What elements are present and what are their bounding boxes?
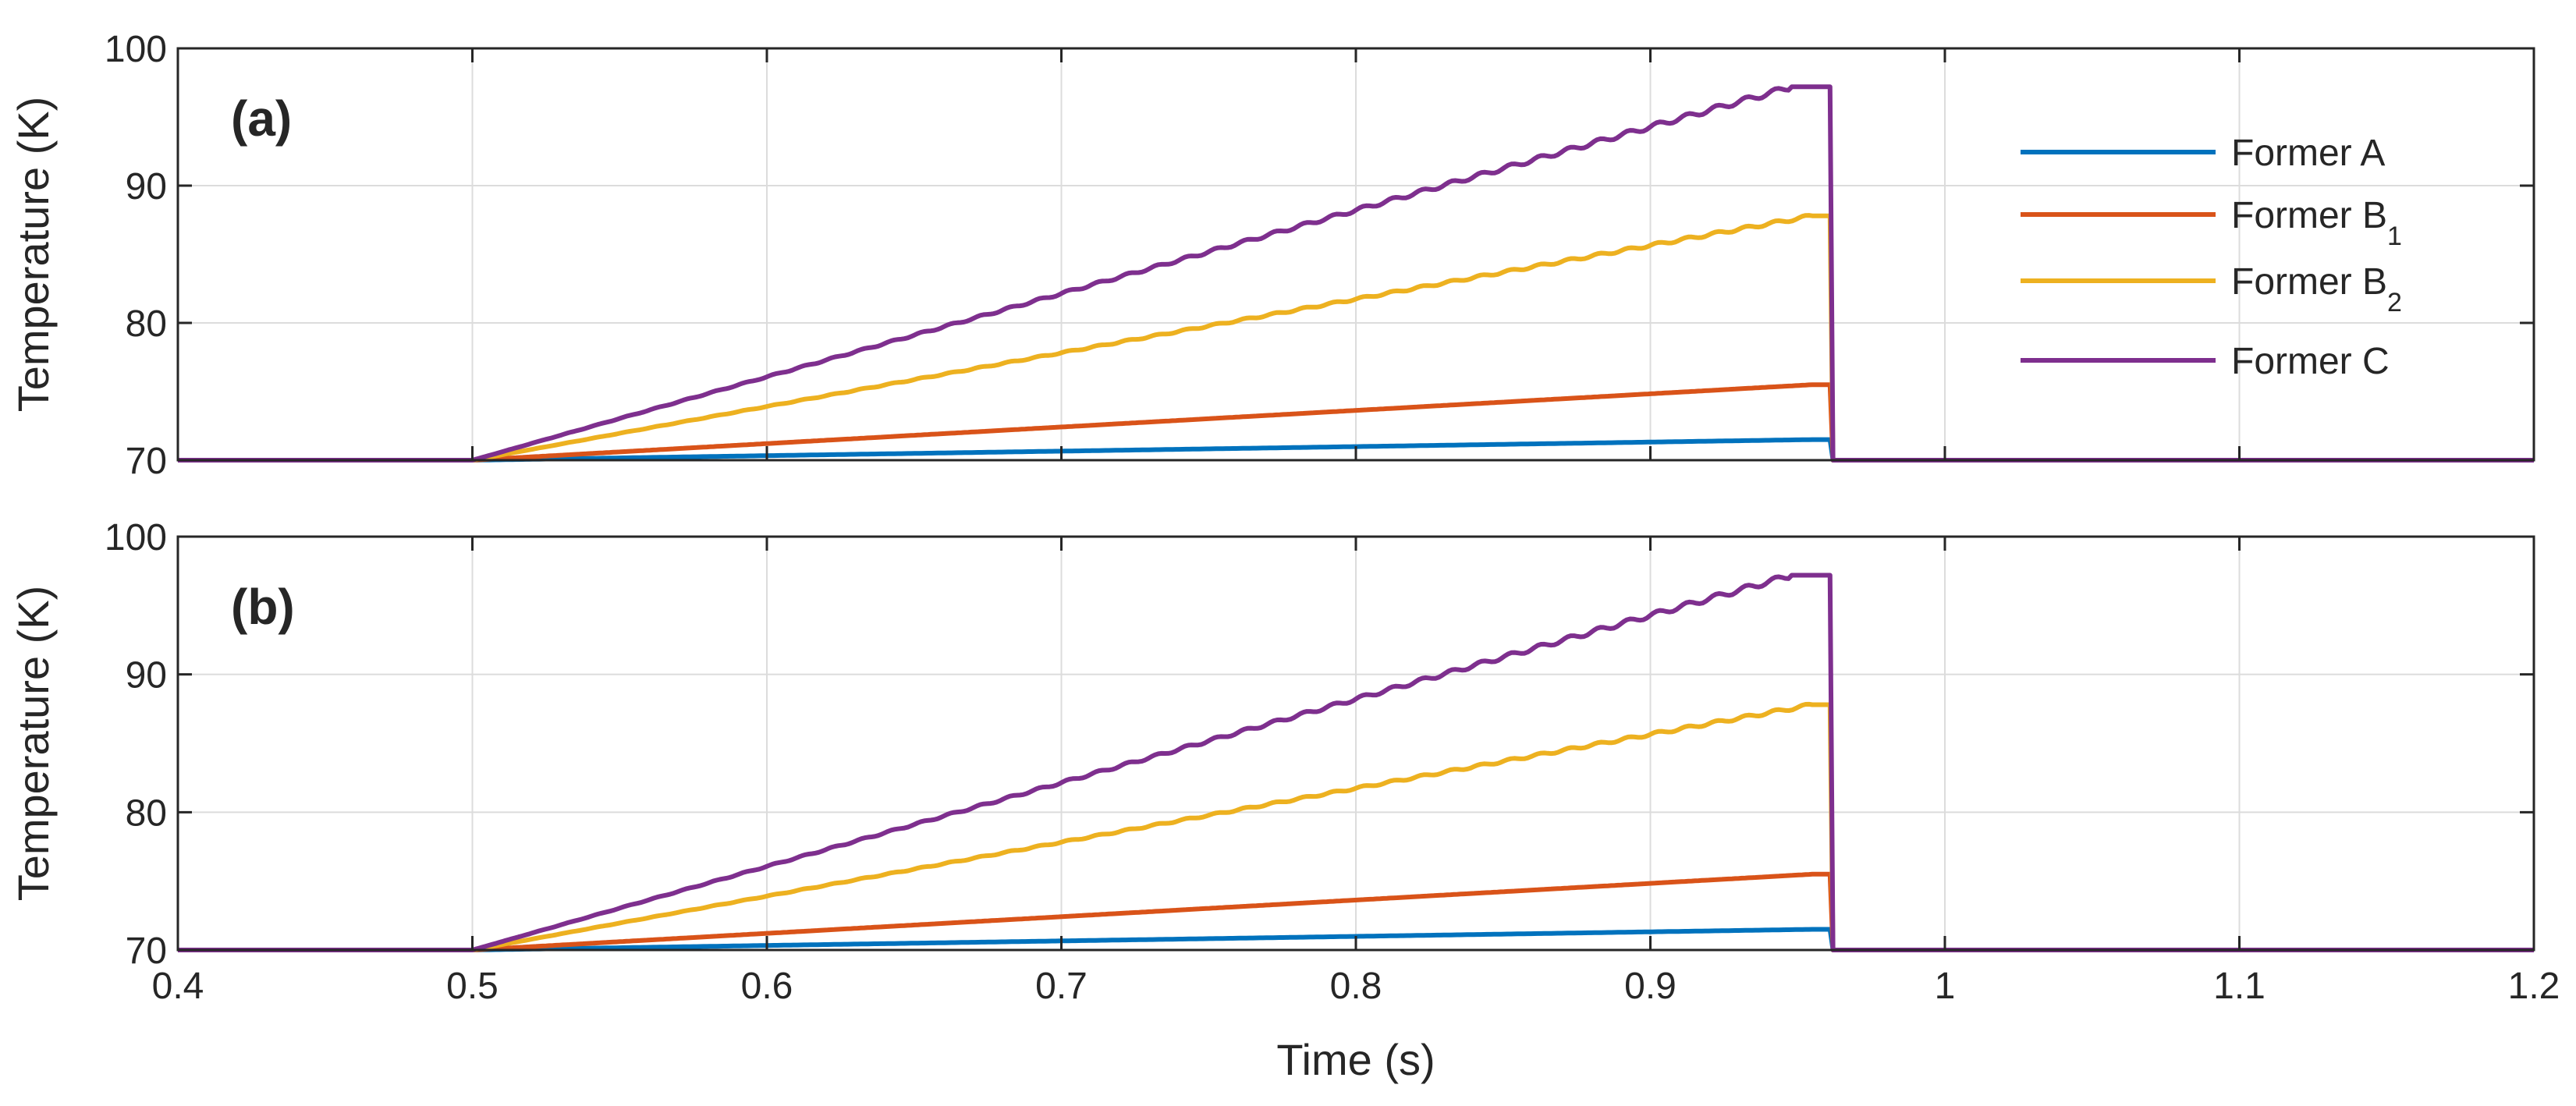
xtick-label-2: 0.6 — [741, 966, 793, 1007]
legend-entry-former-c: Former C — [2231, 341, 2390, 382]
panel-b-series-former-c — [178, 572, 2534, 952]
xtick-label-6: 1 — [1935, 966, 1956, 1007]
panel-a-label: (a) — [231, 90, 292, 147]
panel-b-series-former-b1 — [178, 871, 2534, 952]
xtick-label-5: 0.9 — [1624, 966, 1677, 1007]
panel-a-ytick-label-3: 100 — [105, 29, 167, 70]
panel-a-series-former-c — [178, 84, 2534, 463]
xtick-label-1: 0.5 — [446, 966, 499, 1007]
panel-b-series-former-a — [178, 927, 2534, 952]
panel-a-ylabel: Temperature (K) — [9, 97, 58, 413]
panel-b-series-former-b2 — [178, 701, 2534, 952]
panel-b-ylabel: Temperature (K) — [9, 586, 58, 902]
legend-entry-former-a: Former A — [2231, 133, 2385, 174]
panel-b-ytick-label-3: 100 — [105, 517, 167, 558]
xlabel: Time (s) — [1276, 1035, 1435, 1084]
panel-a-ytick-label-1: 80 — [126, 303, 167, 345]
xtick-label-3: 0.7 — [1035, 966, 1088, 1007]
xtick-label-7: 1.1 — [2213, 966, 2266, 1007]
legend-entry-former-b1: Former B1 — [2231, 195, 2402, 251]
panel-b-ytick-label-2: 90 — [126, 655, 167, 697]
panel-b-ytick-label-1: 80 — [126, 792, 167, 834]
panel-a-series-former-a — [178, 437, 2534, 463]
panel-a-series-former-b2 — [178, 213, 2534, 463]
xtick-label-4: 0.8 — [1330, 966, 1382, 1007]
panel-a-series-former-b1 — [178, 382, 2534, 463]
panel-b-label: (b) — [231, 579, 295, 635]
panel-a-ytick-label-0: 70 — [126, 441, 167, 482]
xtick-label-8: 1.2 — [2508, 966, 2560, 1007]
xtick-label-0: 0.4 — [152, 966, 204, 1007]
panel-a-ytick-label-2: 90 — [126, 166, 167, 207]
panel-b-ytick-label-0: 70 — [126, 931, 167, 972]
legend-entry-former-b2: Former B2 — [2231, 261, 2402, 317]
